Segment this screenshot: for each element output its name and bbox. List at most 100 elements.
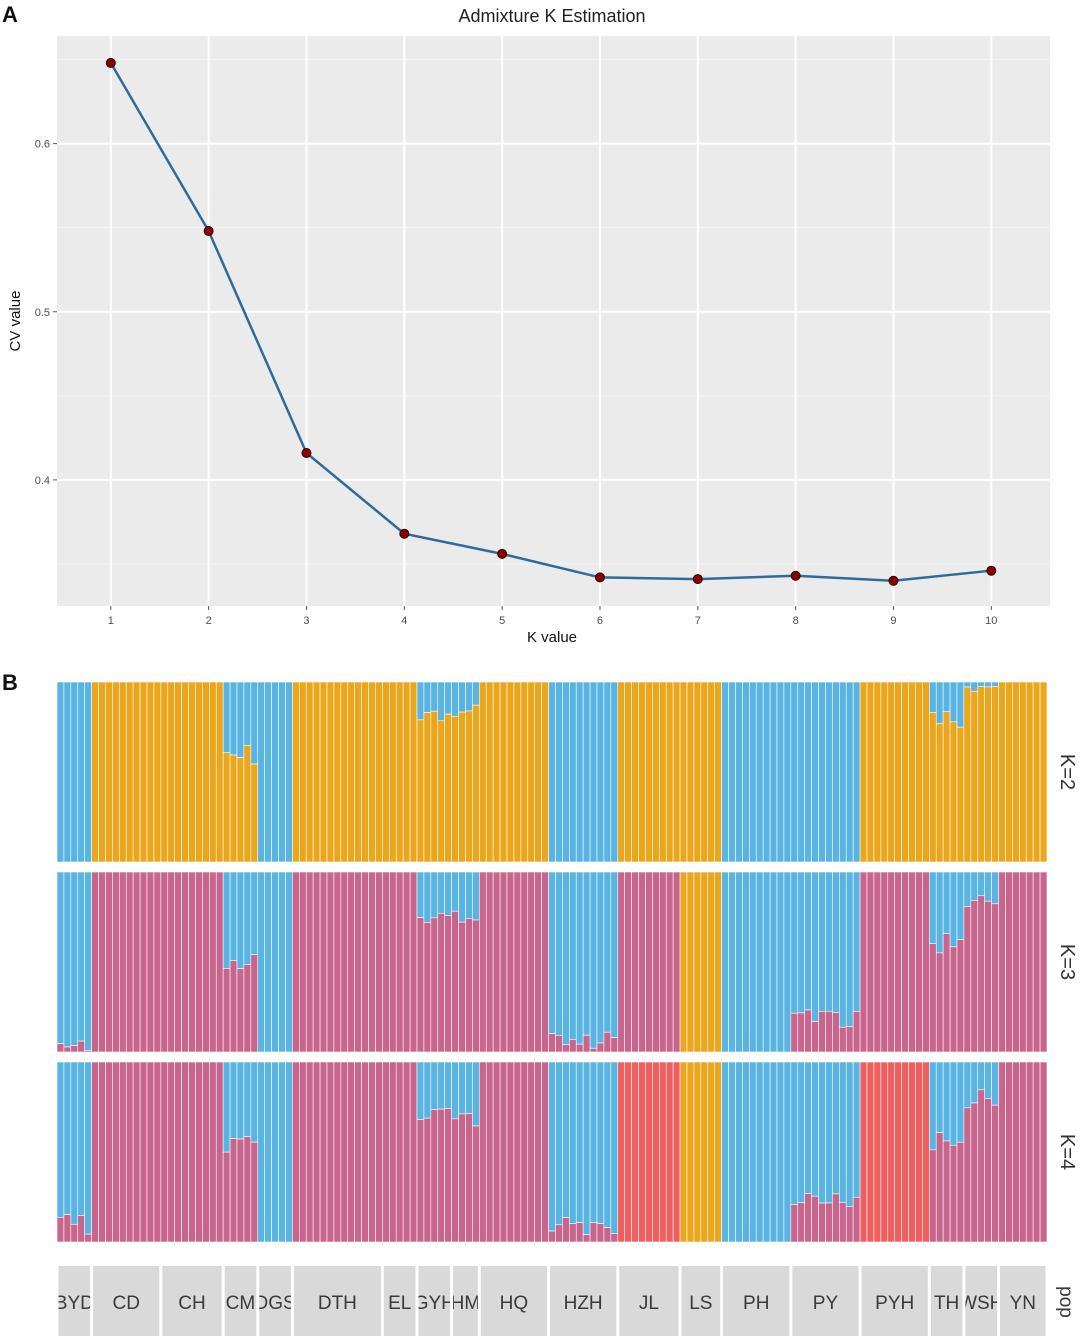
admixture-bar-segment (333, 1061, 342, 1243)
admixture-bar-segment (832, 1012, 840, 1053)
admixture-bar-segment (174, 1061, 182, 1243)
admixture-bar-segment (354, 871, 362, 1053)
admixture-bar-segment (70, 681, 79, 863)
admixture-bar-segment (292, 871, 300, 1053)
cv-point (399, 528, 410, 539)
admixture-bar-segment (949, 871, 958, 948)
admixture-bar-segment (499, 871, 508, 1053)
admixture-bar-segment (984, 1061, 992, 1099)
admixture-bar-segment (222, 1061, 231, 1153)
admixture-bar-segment (181, 871, 189, 1053)
admixture-bar-segment (589, 1061, 598, 1223)
admixture-bar-segment (659, 681, 667, 863)
admixture-bar-segment (188, 871, 196, 1053)
admixture-bar-segment (548, 1061, 556, 1232)
admixture-bar-segment (749, 871, 757, 1053)
admixture-bar-segment (707, 1061, 715, 1243)
admixture-bar-segment (112, 681, 120, 863)
admixture-bar-segment (693, 871, 702, 1053)
admixture-bar-segment (77, 681, 85, 863)
pop-strip (259, 1266, 291, 1336)
admixture-bar-segment (970, 681, 979, 692)
admixture-bar-segment (340, 871, 349, 1053)
admixture-bar-segment (922, 681, 930, 863)
admixture-bar-segment (527, 1061, 535, 1243)
admixture-bar-segment (229, 681, 238, 756)
admixture-bar-segment (389, 1061, 397, 1243)
admixture-bar-segment (326, 1061, 335, 1243)
admixture-bar-segment (423, 712, 432, 863)
admixture-bar-segment (949, 721, 958, 863)
admixture-bar-segment (534, 681, 542, 863)
admixture-bar-segment (991, 681, 999, 687)
admixture-bar-segment (146, 1061, 155, 1243)
admixture-bar-segment (271, 871, 279, 1053)
admixture-bar-segment (929, 712, 937, 863)
k-strip-label: K=2 (1056, 754, 1078, 790)
admixture-bar-segment (638, 871, 646, 1053)
admixture-bar-segment (236, 1138, 245, 1243)
admixture-bar-segment (458, 1061, 466, 1115)
admixture-bar-segment (721, 871, 729, 1053)
admixture-bar-segment (1032, 871, 1041, 1053)
admixture-bar-segment (229, 754, 238, 863)
pop-label: JL (639, 1293, 659, 1314)
admixture-bar-segment (866, 1061, 875, 1243)
admixture-bar-segment (70, 1223, 79, 1243)
admixture-bar-segment (548, 871, 556, 1034)
admixture-bar-segment (229, 871, 238, 961)
admixture-bar-segment (243, 681, 252, 746)
admixture-bar-segment (991, 686, 999, 863)
admixture-bar-segment (832, 871, 840, 1014)
admixture-bar-segment (562, 1044, 570, 1053)
admixture-bar-segment (416, 871, 425, 918)
admixture-bar-segment (215, 1061, 224, 1243)
admixture-bar-segment (970, 900, 979, 1053)
admixture-bar-segment (98, 871, 106, 1053)
admixture-bar-segment (1005, 1061, 1013, 1243)
admixture-bar-segment (617, 871, 625, 1053)
admixture-bar-segment (790, 1012, 799, 1053)
admixture-bar-segment (818, 1202, 826, 1243)
admixture-bar-segment (402, 681, 411, 863)
admixture-bar-segment (119, 871, 127, 1053)
admixture-bar-segment (603, 681, 612, 863)
admixture-bar-segment (631, 681, 639, 863)
admixture-bar-segment (935, 1061, 944, 1133)
admixture-bar-segment (312, 681, 321, 863)
admixture-bar-segment (762, 1061, 771, 1243)
admixture-bar-segment (527, 871, 535, 1053)
admixture-bar-segment (797, 1202, 805, 1243)
admixture-bar-segment (922, 871, 930, 1053)
admixture-bar-segment (617, 681, 625, 863)
admixture-bar-segment (811, 1195, 819, 1243)
admixture-bar-segment (479, 871, 487, 1053)
admixture-bar-segment (160, 871, 169, 1053)
admixture-bar-segment (479, 1061, 487, 1243)
admixture-bar-segment (963, 871, 972, 908)
admixture-bar-segment (389, 871, 397, 1053)
admixture-bar-segment (319, 1061, 328, 1243)
admixture-bar-segment (472, 919, 480, 1053)
admixture-bar-segment (804, 871, 812, 1011)
admixture-bar-segment (354, 1061, 362, 1243)
admixture-bar-segment (278, 1061, 286, 1243)
admixture-bar-segment (472, 1125, 480, 1243)
admixture-bar-segment (243, 1061, 252, 1137)
admixture-bar-segment (624, 1061, 632, 1243)
admixture-bar-segment (1025, 681, 1034, 863)
admixture-bar-segment (84, 871, 92, 1051)
admixture-bar-segment (769, 1061, 778, 1243)
admixture-bar-segment (84, 1233, 92, 1243)
admixture-bar-segment (569, 871, 577, 1040)
admixture-bar-segment (991, 871, 999, 905)
admixture-bar-segment (693, 681, 702, 863)
admixture-bar-segment (195, 871, 203, 1053)
admixture-bar-segment (1005, 681, 1013, 863)
admixture-bar-segment (804, 1061, 812, 1194)
admixture-bar-segment (735, 871, 743, 1053)
pop-label: CM (226, 1293, 256, 1314)
admixture-bar-segment (1039, 871, 1048, 1053)
admixture-bar-segment (603, 1031, 612, 1053)
